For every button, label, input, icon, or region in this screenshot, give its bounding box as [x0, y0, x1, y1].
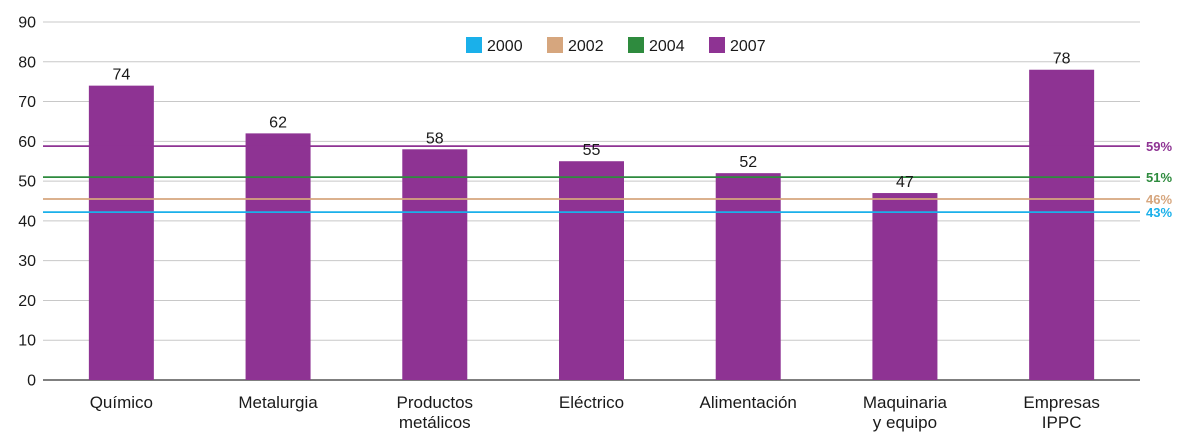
y-tick-label: 30 [18, 253, 36, 270]
legend-label-2000: 2000 [487, 38, 523, 55]
bars [88, 69, 1095, 381]
data-label: 58 [426, 130, 444, 147]
legend-label-2007: 2007 [730, 38, 766, 55]
x-category-label: IPPC [1042, 413, 1082, 432]
bar [559, 161, 624, 380]
data-label: 74 [112, 67, 130, 84]
legend: 2000 2002 2004 2007 [466, 37, 766, 55]
bar [88, 85, 154, 381]
y-axis-ticks: 0 10 20 30 40 50 60 70 80 90 [18, 15, 36, 390]
x-category-label: Metalurgia [238, 393, 318, 412]
data-label: 52 [739, 154, 757, 171]
y-tick-label: 40 [18, 213, 36, 230]
y-tick-label: 20 [18, 293, 36, 310]
data-labels: 74 62 58 55 52 47 78 [112, 51, 1070, 191]
y-tick-label: 70 [18, 94, 36, 111]
bar [872, 193, 938, 380]
reference-label-2007: 59% [1146, 139, 1172, 154]
data-label: 47 [896, 174, 914, 191]
y-tick-label: 50 [18, 174, 36, 191]
reference-lines: 59% 51% 46%43% [43, 139, 1172, 220]
legend-label-2002: 2002 [568, 38, 604, 55]
x-category-label: Químico [90, 393, 153, 412]
legend-swatch-2002 [547, 37, 563, 53]
legend-label-2004: 2004 [649, 38, 685, 55]
x-category-label: Empresas [1023, 393, 1100, 412]
data-label: 55 [583, 142, 601, 159]
y-tick-label: 90 [18, 15, 36, 32]
bar [402, 149, 468, 380]
bar [1029, 69, 1095, 380]
x-category-label: Maquinaria [863, 393, 948, 412]
reference-label-2000: 43% [1146, 205, 1172, 220]
x-category-label: y equipo [873, 413, 937, 432]
legend-swatch-2004 [628, 37, 644, 53]
data-label: 78 [1053, 51, 1071, 68]
y-tick-label: 60 [18, 134, 36, 151]
data-label: 62 [269, 114, 287, 131]
reference-label-2004: 51% [1146, 170, 1172, 185]
x-category-label: metálicos [399, 413, 471, 432]
reference-label-2002: 46% [1146, 192, 1172, 207]
bar [245, 133, 311, 380]
y-tick-label: 10 [18, 333, 36, 350]
bar [715, 173, 781, 380]
x-category-label: Productos [397, 393, 474, 412]
legend-swatch-2007 [709, 37, 725, 53]
legend-swatch-2000 [466, 37, 482, 53]
y-tick-label: 80 [18, 54, 36, 71]
x-category-label: Eléctrico [559, 393, 624, 412]
x-category-label: Alimentación [700, 393, 797, 412]
y-tick-label: 0 [27, 373, 36, 390]
